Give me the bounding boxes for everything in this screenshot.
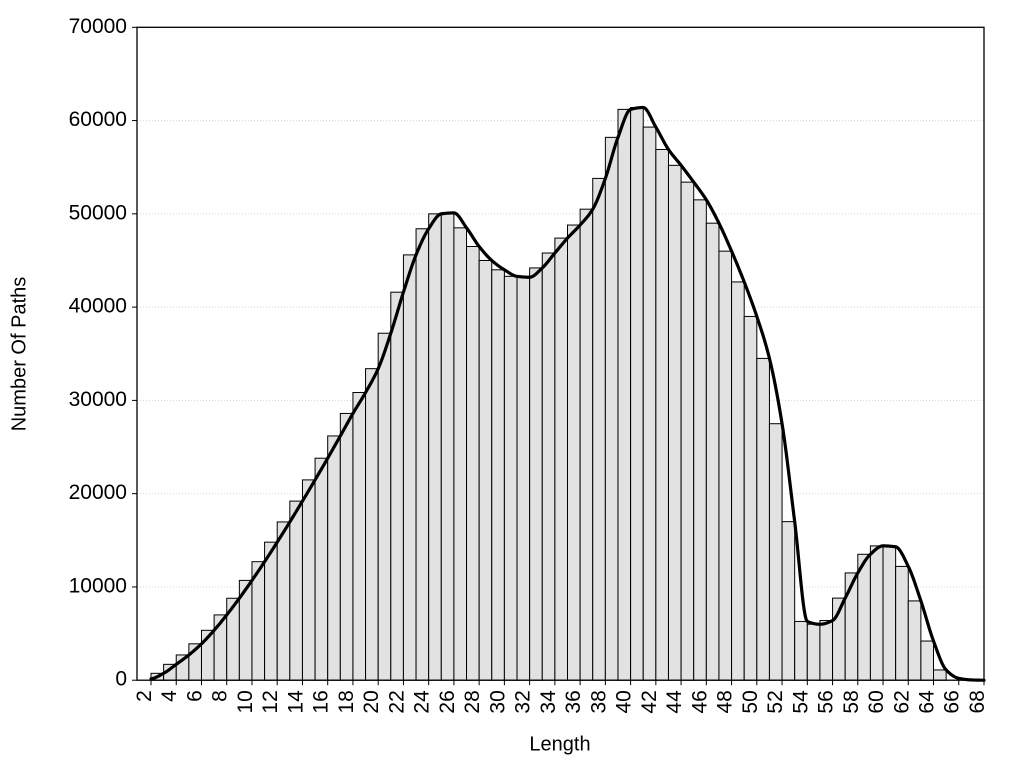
svg-text:6: 6: [183, 690, 206, 702]
svg-text:0: 0: [115, 668, 127, 691]
svg-text:46: 46: [688, 690, 711, 713]
svg-text:30000: 30000: [69, 388, 127, 411]
svg-text:24: 24: [411, 690, 434, 714]
svg-text:22: 22: [385, 690, 408, 713]
svg-text:40: 40: [613, 690, 636, 713]
svg-text:66: 66: [941, 690, 964, 713]
svg-text:10: 10: [234, 690, 257, 713]
svg-text:8: 8: [209, 690, 232, 702]
svg-text:34: 34: [537, 690, 560, 714]
svg-text:10000: 10000: [69, 574, 127, 597]
svg-text:4: 4: [158, 690, 181, 702]
svg-text:64: 64: [916, 690, 939, 714]
svg-text:20: 20: [360, 690, 383, 713]
svg-text:60000: 60000: [69, 108, 127, 131]
svg-text:60: 60: [865, 690, 888, 713]
svg-text:70000: 70000: [69, 15, 127, 38]
svg-text:42: 42: [638, 690, 661, 713]
svg-text:44: 44: [663, 690, 686, 714]
svg-text:40000: 40000: [69, 295, 127, 318]
svg-text:18: 18: [335, 690, 358, 713]
svg-text:26: 26: [436, 690, 459, 713]
svg-text:48: 48: [714, 690, 737, 713]
svg-text:30: 30: [486, 690, 509, 713]
svg-text:50: 50: [739, 690, 762, 713]
svg-text:14: 14: [284, 690, 307, 714]
svg-text:56: 56: [815, 690, 838, 713]
svg-text:16: 16: [310, 690, 333, 713]
svg-text:50000: 50000: [69, 201, 127, 224]
svg-text:20000: 20000: [69, 481, 127, 504]
svg-text:68: 68: [966, 690, 989, 713]
svg-text:62: 62: [890, 690, 913, 713]
svg-text:58: 58: [840, 690, 863, 713]
svg-text:28: 28: [461, 690, 484, 713]
svg-text:36: 36: [562, 690, 585, 713]
svg-text:52: 52: [764, 690, 787, 713]
svg-text:38: 38: [587, 690, 610, 713]
svg-text:32: 32: [512, 690, 535, 713]
svg-text:2: 2: [133, 690, 156, 702]
svg-text:54: 54: [789, 690, 812, 714]
svg-text:12: 12: [259, 690, 282, 713]
